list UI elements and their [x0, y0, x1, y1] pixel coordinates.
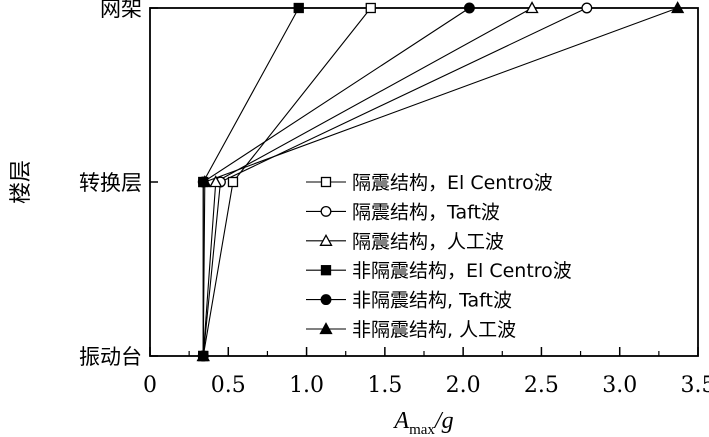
square-marker — [293, 2, 304, 14]
legend-label: 非隔震结构, Taft波 — [352, 290, 512, 312]
x-tick-label: 0.5 — [211, 373, 246, 398]
x-axis-title-subscript: max — [409, 422, 435, 437]
triangle-marker — [319, 233, 333, 246]
x-axis: 0 0.5 1.0 1.5 2.0 2.5 3.0 3.5 — [143, 347, 709, 398]
legend-label: 非隔震结构, 人工波 — [352, 319, 516, 341]
square-marker — [365, 2, 376, 14]
x-tick-label: 2.0 — [446, 373, 481, 398]
legend-label: 隔震结构，人工波 — [352, 231, 504, 253]
x-axis-title-suffix: /g — [433, 408, 454, 434]
legend-label: 隔震结构，Taft波 — [352, 201, 500, 223]
triangle-marker — [196, 349, 210, 362]
triangle-marker — [671, 1, 685, 14]
triangle-marker — [319, 322, 333, 335]
circle-marker — [320, 205, 332, 217]
legend-label: 非隔震结构，El Centro波 — [352, 260, 572, 282]
series-markers — [196, 1, 685, 362]
x-tick-label: 2.5 — [524, 373, 559, 398]
y-axis: 振动台 转换层 网架 — [79, 0, 158, 369]
x-tick-label: 1.5 — [367, 373, 402, 398]
legend-label: 隔震结构，El Centro波 — [352, 172, 553, 194]
circle-marker — [463, 2, 475, 14]
x-tick-label: 3.5 — [681, 373, 709, 398]
y-axis-title: 楼层 — [9, 160, 34, 204]
x-tick-label: 0 — [143, 373, 157, 398]
x-axis-title-main: A — [392, 408, 409, 434]
triangle-marker — [525, 1, 539, 14]
square-marker — [320, 176, 332, 188]
y-category-label: 转换层 — [79, 171, 142, 195]
y-category-label: 振动台 — [79, 345, 142, 369]
circle-marker — [320, 294, 332, 306]
x-axis-title: Amax/g — [392, 408, 453, 437]
x-tick-label: 1.0 — [289, 373, 324, 398]
triangle-marker — [209, 175, 223, 188]
square-marker — [320, 265, 332, 276]
x-tick-label: 3.0 — [602, 373, 637, 398]
triangle-marker — [198, 175, 212, 188]
legend: 隔震结构，El Centro波隔震结构，Taft波隔震结构，人工波非隔震结构，E… — [306, 172, 572, 341]
square-marker — [227, 176, 239, 188]
circle-marker — [581, 2, 593, 14]
y-category-label: 网架 — [100, 0, 142, 21]
